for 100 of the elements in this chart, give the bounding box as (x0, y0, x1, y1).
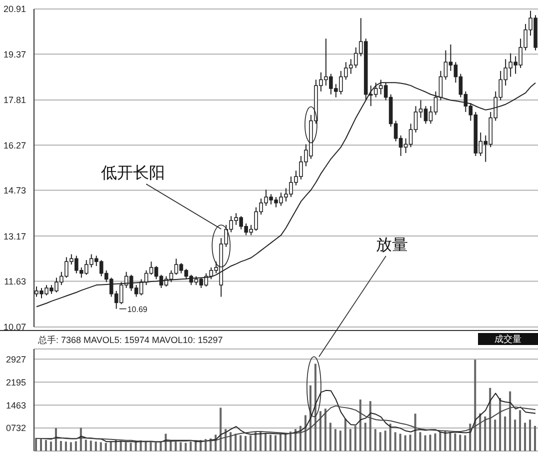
bar (204, 439, 207, 451)
bar (50, 442, 52, 451)
bar (250, 435, 252, 451)
bar (80, 428, 82, 451)
bar (280, 434, 282, 451)
bar (94, 442, 97, 451)
bar (64, 442, 67, 451)
y-tick-label: 14.73 (3, 185, 26, 196)
bar (479, 413, 482, 451)
bar (354, 426, 356, 451)
bar (419, 432, 422, 451)
y-tick-label: 19.37 (3, 49, 26, 60)
bar (150, 442, 152, 451)
bar (289, 432, 292, 451)
y-tick-label: 1463 (6, 400, 26, 410)
bar (449, 432, 452, 451)
y-tick-label: 13.17 (3, 231, 26, 242)
bar (40, 439, 42, 451)
bar (349, 429, 352, 451)
bar (274, 435, 277, 451)
bar (344, 418, 346, 451)
bar (314, 364, 316, 451)
bar (299, 426, 302, 451)
bar (230, 432, 232, 451)
y-tick-label: 16.27 (3, 140, 26, 150)
bar (319, 411, 322, 451)
y-tick-label: 2195 (6, 377, 26, 388)
bar (329, 422, 332, 451)
bar (484, 416, 486, 451)
bar (74, 441, 77, 451)
bar (110, 442, 112, 451)
y-tick-label: 11.63 (4, 276, 26, 286)
bar (474, 360, 476, 451)
bar (444, 430, 446, 451)
bar (379, 432, 382, 451)
bar (534, 426, 536, 451)
bar (424, 435, 426, 451)
bar (174, 442, 177, 451)
y-tick-label: 0732 (6, 423, 26, 434)
bar (359, 400, 362, 451)
bar (100, 442, 102, 451)
bar (509, 391, 512, 451)
bar (504, 416, 506, 451)
bar (190, 442, 192, 451)
bar (494, 420, 496, 451)
bar (519, 410, 522, 451)
bar (160, 442, 162, 451)
bar (334, 429, 336, 451)
y-tick-label: 20.91 (3, 4, 26, 14)
text: 成交量 (478, 333, 538, 345)
bar (524, 422, 526, 451)
bar (399, 434, 402, 451)
bar (294, 429, 296, 451)
bar (144, 441, 147, 451)
bar (254, 432, 257, 451)
bar (389, 424, 392, 451)
text: 总手: 7368 MAVOL5: 15974 MAVOL10: 15297 (38, 334, 223, 347)
bar (384, 430, 386, 451)
bar (339, 430, 342, 451)
annotation: 放量 (376, 237, 408, 254)
bar (324, 408, 326, 451)
bar (454, 433, 456, 451)
bar (364, 422, 366, 451)
bar (114, 440, 117, 451)
bar (154, 442, 157, 451)
bar (104, 442, 107, 451)
bar (240, 435, 242, 451)
bar (224, 429, 227, 451)
annotation: 低开长阳 (101, 164, 166, 182)
bar (429, 434, 432, 451)
bar (469, 424, 472, 451)
bar (464, 435, 466, 451)
bar (284, 432, 287, 451)
line-series (36, 405, 536, 442)
bar (404, 435, 406, 451)
bar (434, 433, 436, 451)
bar (260, 432, 262, 451)
bar (499, 398, 502, 451)
bar (184, 442, 187, 451)
bar (130, 442, 132, 451)
bar (90, 440, 92, 451)
bar (394, 432, 396, 451)
bar (234, 434, 237, 451)
y-tick-label: 17.81 (3, 95, 26, 106)
bar (304, 415, 306, 451)
bar (70, 442, 72, 451)
annotation: 10.69 (127, 304, 148, 314)
bar (529, 420, 532, 451)
bar (409, 434, 412, 451)
bar (264, 433, 267, 451)
bar (44, 440, 47, 451)
bar (180, 442, 182, 451)
bar (439, 432, 442, 451)
bar (369, 401, 372, 451)
y-tick-label: 10.07 (3, 322, 26, 332)
bar (489, 388, 492, 451)
bar (414, 414, 416, 451)
bar (270, 434, 272, 451)
bar (170, 440, 172, 451)
bar (84, 440, 87, 451)
